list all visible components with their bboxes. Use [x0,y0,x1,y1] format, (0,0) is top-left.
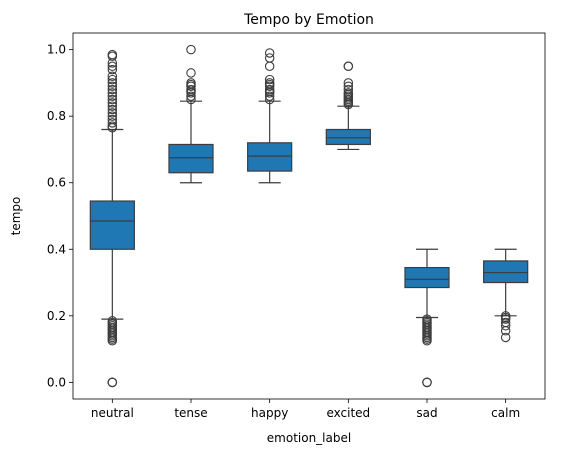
box-excited [325,128,371,146]
box-group-calm [483,248,529,343]
outlier-point [107,121,118,131]
outlier-point [107,81,118,91]
x-tick-label-excited: excited [326,406,370,420]
outlier-point [264,78,275,88]
outlier-point [422,314,432,324]
outlier-point [343,84,354,95]
outlier-point [186,84,196,95]
plot-area [89,44,529,388]
box-neutral [89,200,135,250]
box-happy [247,142,293,172]
outlier-point [343,88,354,98]
outlier-point [107,94,118,105]
outlier-point [107,71,118,82]
outlier-point [264,53,275,63]
outlier-point [107,64,118,75]
x-tick-label-neutral: neutral [91,406,134,420]
box-group-neutral [89,49,135,388]
x-tick-label-happy: happy [251,406,288,420]
box-group-happy [247,48,293,184]
outlier-point [107,88,118,98]
outlier-point [264,48,275,58]
outlier-point [343,61,354,72]
outlier-point [107,111,118,121]
x-tick-label-calm: calm [491,406,520,420]
outlier-point [107,101,118,111]
outlier-point [343,81,354,91]
outlier-point [422,377,432,388]
outlier-point [500,332,511,343]
outlier-point [107,118,118,128]
outlier-point [264,84,275,95]
y-tick-label: 0.4 [47,242,66,256]
y-axis-label: tempo [9,197,23,236]
y-tick-label: 0.2 [47,309,66,323]
outlier-point [186,78,196,88]
outlier-point [107,377,118,388]
box-tense [168,143,214,174]
outlier-point [343,78,354,88]
outlier-point [107,78,118,88]
y-tick-label: 0.0 [47,375,66,389]
outlier-point [264,61,275,72]
outlier-point [107,61,118,72]
outlier-point [107,114,118,125]
outlier-point [107,74,118,85]
box-sad [404,266,450,289]
outlier-point [500,311,511,321]
outlier-point [107,316,118,326]
x-axis-label: emotion_label [267,431,351,445]
outlier-point [107,49,118,60]
outlier-point [264,74,275,85]
y-axis: 0.0 0.2 0.4 0.6 0.8 1.0 [47,43,73,389]
plot-frame [72,32,546,400]
outlier-point [107,108,118,118]
box-group-excited [325,61,371,151]
box-calm [483,260,529,284]
chart-title: Tempo by Emotion [243,12,374,28]
box-group-tense [168,44,214,184]
box-group-sad [404,248,450,388]
outlier-point [107,84,118,95]
outlier-point [107,98,118,108]
x-tick-label-sad: sad [416,406,437,420]
outlier-point [107,91,118,101]
outlier-point [264,91,275,101]
outlier-point [500,317,511,328]
y-tick-label: 0.6 [47,176,66,190]
y-tick-label: 1.0 [47,43,66,57]
x-axis: neutral tense happy excited sad calm [91,399,520,420]
x-tick-label-tense: tense [174,406,207,420]
outlier-point [186,91,196,101]
outlier-point [186,68,196,78]
y-tick-label: 0.8 [47,109,66,123]
outlier-point [186,44,196,55]
outlier-point [107,104,118,115]
